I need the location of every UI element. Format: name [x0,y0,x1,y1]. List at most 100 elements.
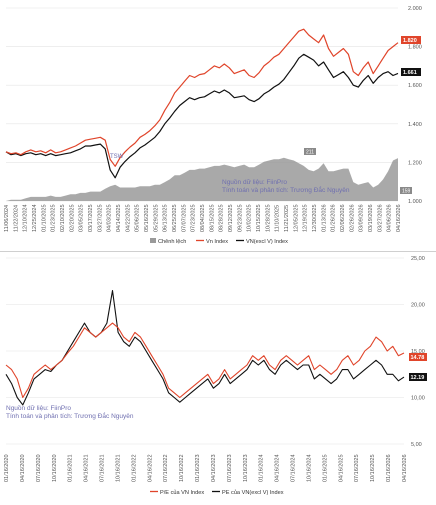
pe-end-label-vn: 14.78 [411,355,425,361]
bottom-x-tick-label: 04/16/2023 [211,454,217,482]
top-x-tick-label: 03/17/2025 [88,204,94,232]
annotation-peak-box [304,148,316,155]
annotation-peak-text: 211 [306,150,314,156]
top-lines [5,28,399,179]
legend-label-pe-excl: PE của VN(excl V) Index [222,489,284,496]
top-x-tick-label: 11/10/2025 [275,205,281,232]
top-x-tick-label: 04/03/2025 [107,204,113,232]
pe-end-label-excl: 12.19 [411,375,425,381]
top-y-tick-label: 2.000 [408,6,422,12]
top-legend: Chênh lệch Vn Index VN(excl V) Index [150,238,288,245]
difference-series [6,157,398,201]
bottom-x-tick-label: 04/16/2026 [402,454,408,482]
pe-end-label-vn-bg [409,353,427,361]
top-x-tick-label: 04/14/2025 [116,204,122,232]
bottom-y-tick-label: 5,00 [411,442,422,448]
bottom-source-line2: Tính toán và phân tích: Trương Đắc Nguyê… [6,411,134,420]
end-label-excl: 1.661 [403,70,417,76]
bottom-x-axis: 01/16/2020 04/16/2020 07/16/2020 10/16/2020… [4,454,408,482]
bottom-y-tick-label: 20,00 [411,303,425,309]
bottom-y-tick-label: 25,00 [411,256,425,262]
top-x-tick-label: 01/10/2025 [41,204,47,232]
annotation-tsw: TSW [110,154,124,160]
top-x-tick-label: 04/16/2026 [396,204,402,232]
top-x-tick-label: 10/02/2025 [247,204,253,232]
bottom-source-line1: Nguồn dữ liệu: FiinPro [6,403,71,412]
bottom-y-tick-label: 15,00 [411,349,425,355]
legend-label-difference: Chênh lệch [158,239,186,245]
top-y-tick-label: 1.000 [408,199,422,205]
top-x-tick-label: 09/12/2025 [228,204,234,232]
bottom-grid [6,257,404,445]
bottom-chart-panel: 25,00 20,00 15,00 10,00 5,00 01/16/2020 04/16… [0,252,436,500]
bottom-x-tick-label: 07/16/2022 [163,454,169,482]
top-x-tick-label: 09/23/2025 [237,204,243,232]
top-y-tick-label: 1.400 [408,122,422,128]
legend-label-excl: VN(excl V) Index [246,239,288,245]
top-x-tick-label: 07/07/2025 [181,204,187,232]
top-x-tick-label: 04/22/2025 [125,204,131,232]
bottom-x-tick-label: 10/16/2025 [370,454,376,482]
bottom-y-axis: 25,00 20,00 15,00 10,00 5,00 [411,256,425,448]
bottom-x-tick-label: 10/16/2022 [179,454,185,482]
bottom-lines [5,290,405,406]
bottom-x-tick-label: 07/16/2025 [354,454,360,482]
top-x-tick-label: 12/25/2024 [32,204,38,232]
end-label-excl-bg [401,68,421,76]
top-x-tick-label: 10/28/2025 [265,204,271,232]
top-x-tick-label: 05/06/2025 [135,204,141,232]
bottom-x-tick-label: 01/16/2020 [4,454,10,482]
bottom-x-tick-label: 10/16/2021 [115,454,121,482]
top-y-axis: 2.000 1.800 1.600 1.400 1.200 1.000 [408,6,422,205]
vn-index-line [5,28,399,167]
bottom-y-tick-label: 10,00 [411,396,425,402]
bottom-x-tick-label: 01/16/2024 [259,454,265,482]
pe-vn-index-line [5,322,405,399]
top-x-tick-label: 03/27/2026 [377,204,383,232]
top-x-tick-label: 08/28/2025 [219,204,225,232]
bottom-x-tick-label: 04/16/2024 [275,454,281,482]
bottom-x-tick-label: 07/16/2024 [291,454,297,482]
top-x-tick-label: 01/23/2025 [51,204,57,232]
top-x-tick-label: 01/26/2026 [331,204,337,232]
bottom-x-tick-label: 10/16/2024 [307,454,313,482]
top-x-tick-label: 06/13/2025 [163,204,169,232]
top-x-tick-label: 03/09/2026 [359,204,365,232]
bottom-chart: 25,00 20,00 15,00 10,00 5,00 01/16/2020 04/16… [4,256,427,496]
top-x-tick-label: 03/05/2025 [79,204,85,232]
annotation-end-box [400,187,412,194]
top-x-tick-label: 01/13/2026 [321,204,327,232]
top-x-tick-label: 12/19/2025 [303,204,309,232]
legend-label-vn: Vn Index [206,239,228,245]
pe-vn-excl-v-line [5,290,405,406]
bottom-x-tick-label: 10/16/2023 [243,454,249,482]
top-source-line1: Nguồn dữ liệu: FiinPro [222,177,287,186]
bottom-x-tick-label: 04/16/2021 [84,454,90,482]
top-x-tick-label: 03/19/2026 [368,204,374,232]
legend-label-pe-vn: P/E của VN Index [160,489,204,496]
top-x-tick-label: 12/30/2025 [312,204,318,232]
top-x-tick-label: 05/29/2025 [153,204,159,232]
panel-divider [0,251,436,252]
annotation-end-text: 159 [402,189,411,195]
top-x-tick-label: 06/25/2025 [172,204,178,232]
top-y-tick-label: 1.800 [408,45,422,51]
top-y-tick-label: 1.600 [408,83,422,89]
top-y-tick-label: 1.200 [408,160,422,166]
top-x-tick-label: 07/23/2025 [191,204,197,232]
top-x-tick-label: 02/06/2026 [340,204,346,232]
bottom-x-tick-label: 07/16/2021 [100,454,106,482]
top-x-tick-label: 08/04/2025 [200,204,206,232]
end-label-vn: 1.820 [403,38,417,44]
bottom-x-tick-label: 04/16/2025 [338,454,344,482]
bottom-x-tick-label: 07/16/2023 [227,454,233,482]
top-x-tick-label: 02/20/2025 [69,204,75,232]
top-x-tick-label: 04/06/2026 [387,204,393,232]
top-x-tick-label: 08/15/2025 [209,204,215,232]
top-chart: 2.000 1.800 1.600 1.400 1.200 1.000 11/06/202… [4,6,422,245]
top-x-axis: 11/06/2024 11/22/2024 12/10/2024 12/25/2024… [4,204,402,232]
top-chart-panel: 2.000 1.800 1.600 1.400 1.200 1.000 11/06/202… [0,0,436,250]
pe-end-label-excl-bg [409,373,427,381]
end-label-vn-bg [401,36,421,44]
top-x-tick-label: 10/15/2025 [256,204,262,232]
